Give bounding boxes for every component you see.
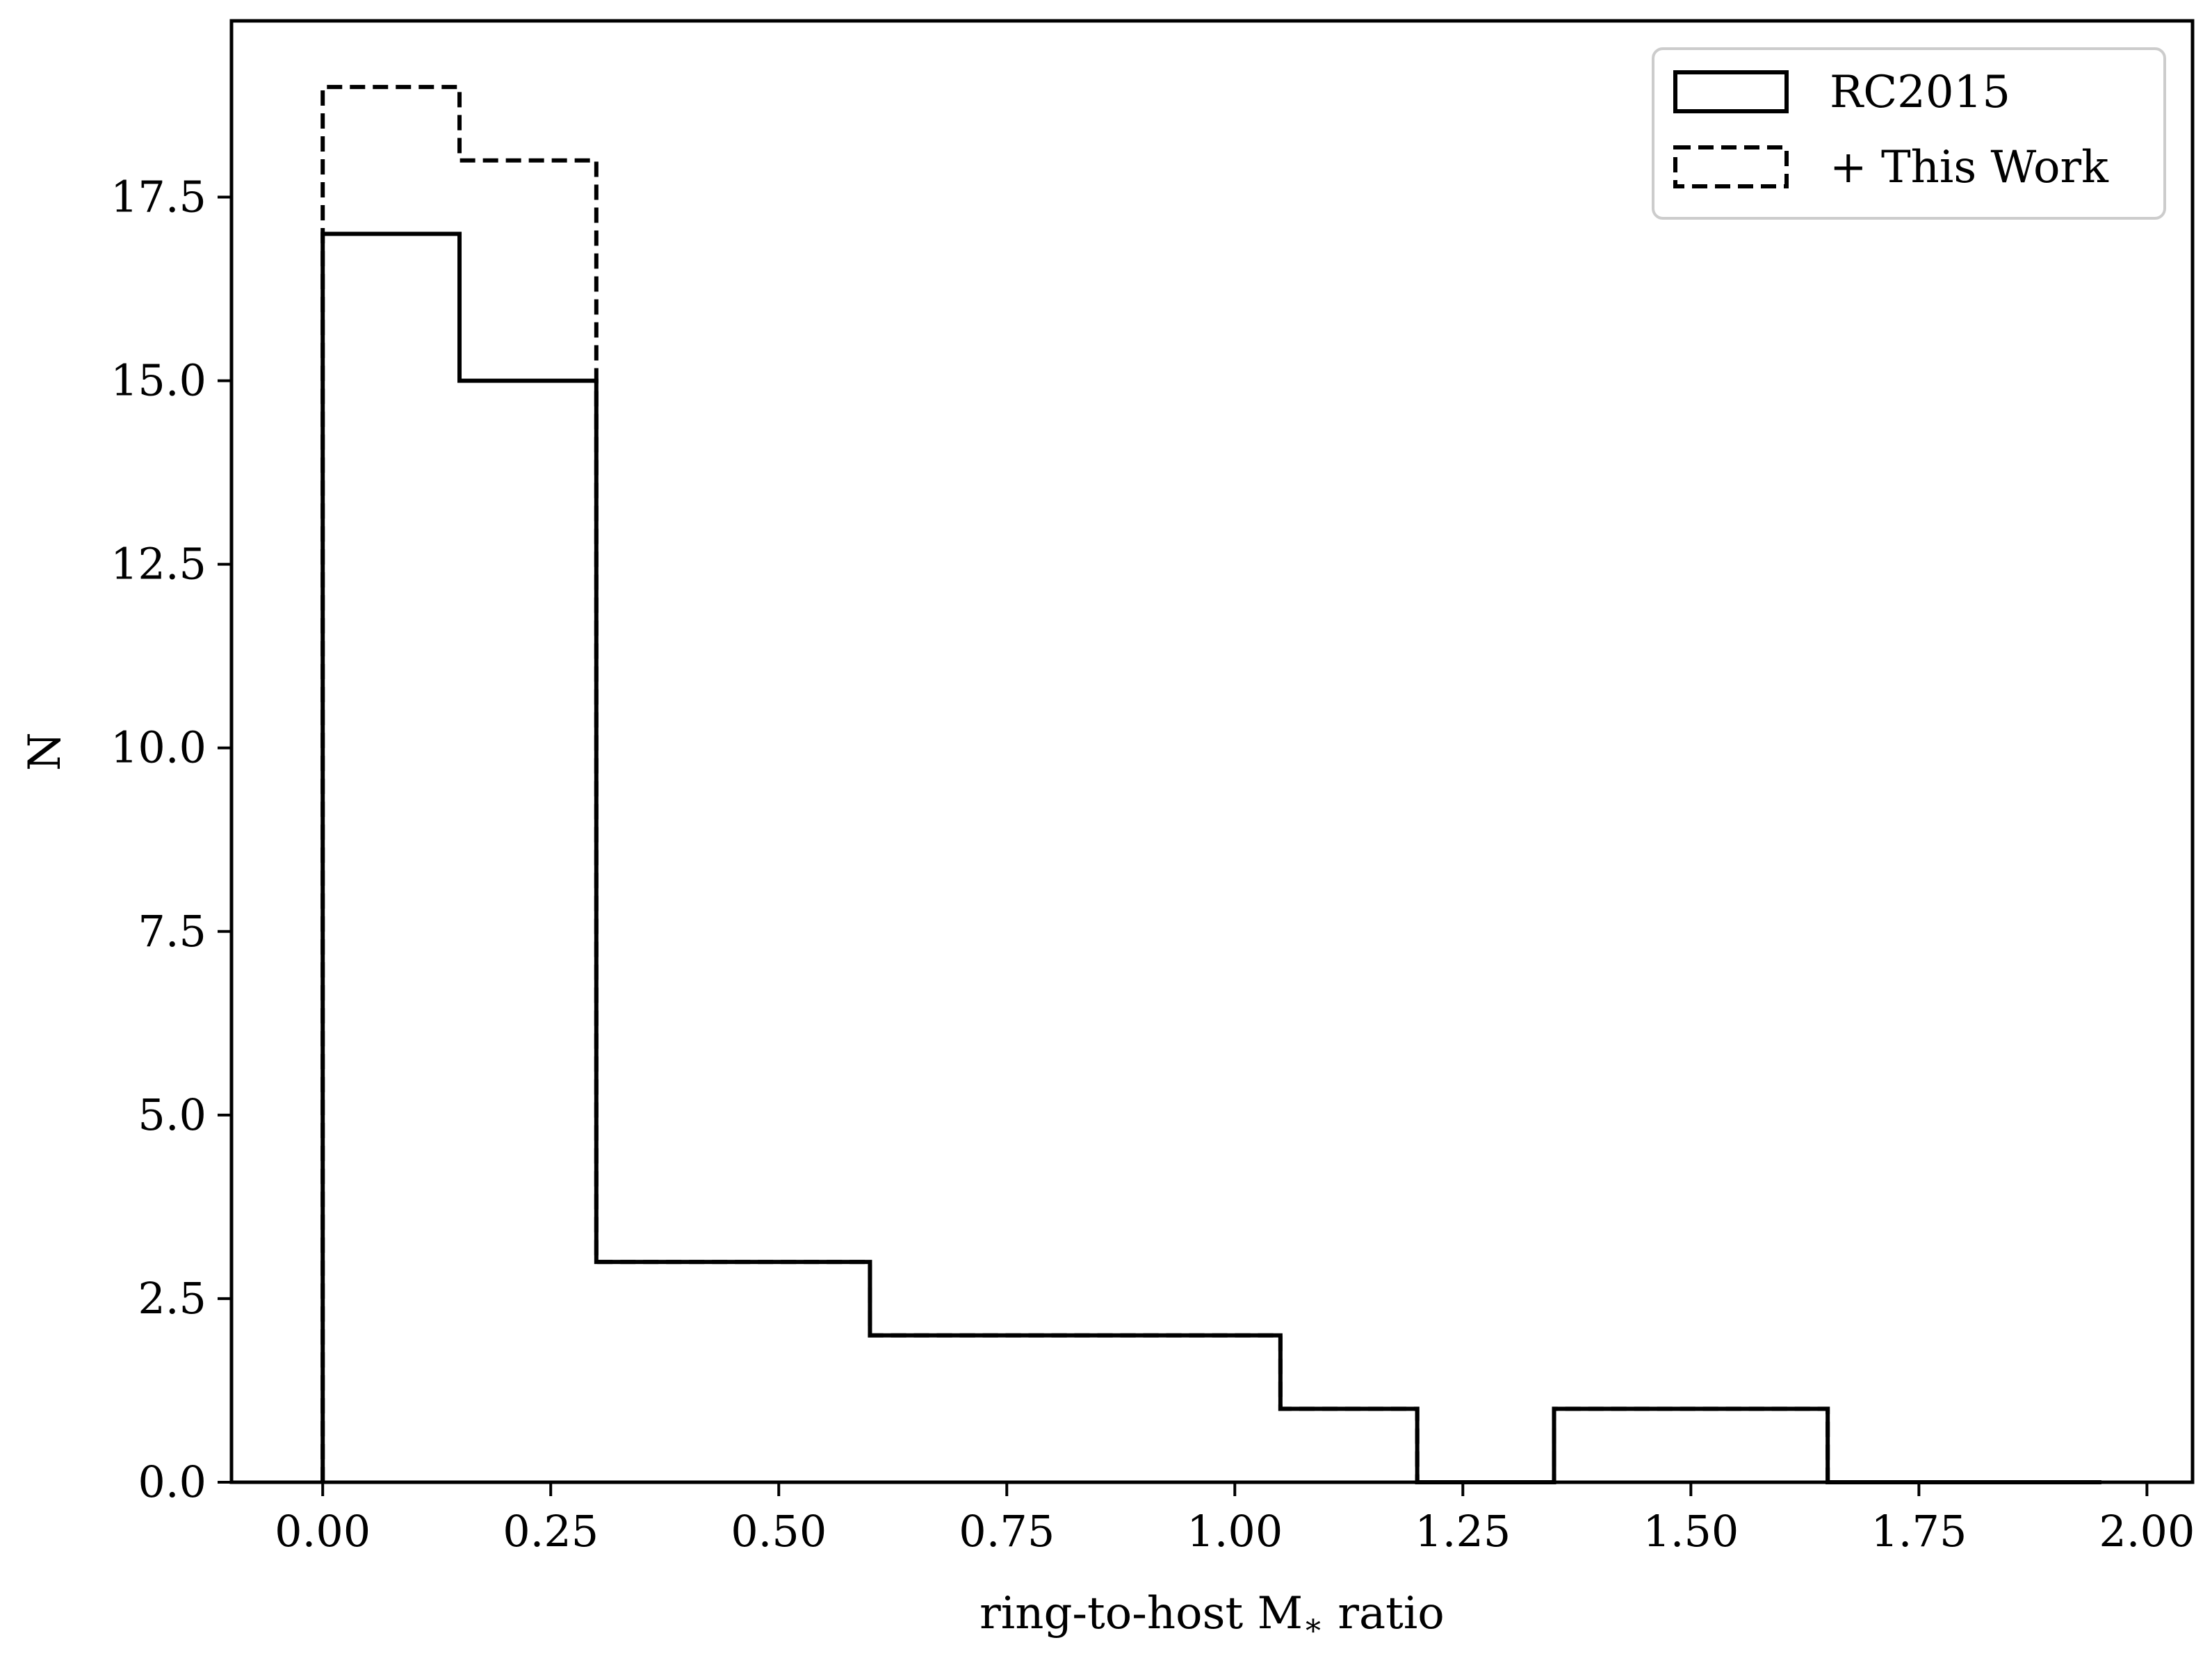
x-tick-label: 0.00 — [275, 1506, 371, 1557]
y-tick-label: 10.0 — [111, 722, 206, 773]
legend-swatch-rc2015 — [1673, 70, 1789, 113]
x-tick-label: 2.00 — [2099, 1506, 2195, 1557]
y-tick-label: 2.5 — [138, 1273, 206, 1324]
y-tick-label: 0.0 — [138, 1457, 206, 1507]
x-tick-label: 1.25 — [1415, 1506, 1511, 1557]
axes-frame — [229, 19, 2195, 1484]
y-tick-label: 5.0 — [138, 1089, 206, 1140]
axis-ticks: 0.00 0.25 0.50 0.75 1.00 1.25 1.50 1.75 2.00 0.0 2… — [111, 172, 2195, 1557]
legend-label: RC2015 — [1830, 67, 2010, 118]
y-axis-label: N — [19, 732, 71, 771]
x-tick-label: 0.75 — [959, 1506, 1055, 1557]
y-tick-label: 7.5 — [138, 906, 206, 957]
x-tick-label: 1.50 — [1643, 1506, 1739, 1557]
x-axis-label: ring-to-host M∗ ratio — [979, 1588, 1445, 1643]
y-tick-label: 17.5 — [111, 172, 206, 222]
legend-label: + This Work — [1830, 142, 2109, 193]
y-tick-label: 15.0 — [111, 355, 206, 406]
y-tick-label: 12.5 — [111, 539, 206, 590]
x-tick-label: 1.00 — [1187, 1506, 1283, 1557]
x-axis-label-main: ring-to-host M — [979, 1588, 1303, 1639]
x-axis-label-suffix: ratio — [1324, 1588, 1445, 1639]
x-tick-label: 0.25 — [503, 1506, 599, 1557]
x-tick-label: 1.75 — [1871, 1506, 1967, 1557]
x-tick-label: 0.50 — [731, 1506, 827, 1557]
x-axis-label-subscript: ∗ — [1303, 1607, 1324, 1643]
legend-box — [1652, 47, 2166, 220]
plot-area — [320, 85, 2101, 1484]
legend: RC2015 + This Work — [1652, 47, 2166, 220]
legend-swatch-this-work — [1673, 145, 1789, 188]
series-line-rc2015 — [320, 232, 2101, 1484]
